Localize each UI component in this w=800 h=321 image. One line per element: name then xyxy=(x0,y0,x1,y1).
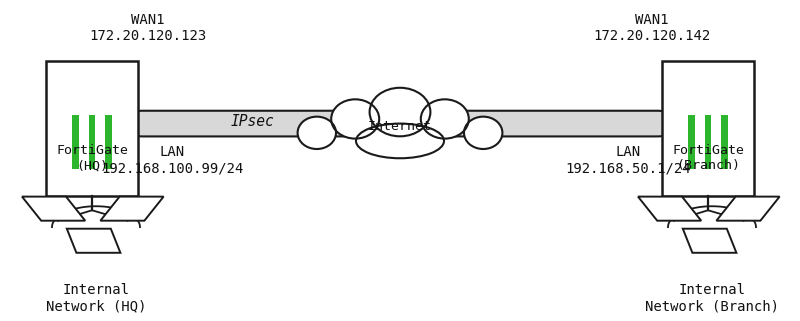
Polygon shape xyxy=(67,229,121,253)
Polygon shape xyxy=(683,229,736,253)
Ellipse shape xyxy=(298,117,336,149)
Polygon shape xyxy=(638,196,701,221)
Ellipse shape xyxy=(331,99,379,139)
Ellipse shape xyxy=(370,88,430,136)
Text: WAN1
172.20.120.142: WAN1 172.20.120.142 xyxy=(594,13,710,43)
Polygon shape xyxy=(22,196,86,221)
FancyBboxPatch shape xyxy=(46,61,138,196)
Polygon shape xyxy=(717,196,779,221)
Text: Internal
Network (HQ): Internal Network (HQ) xyxy=(46,283,146,314)
Ellipse shape xyxy=(356,124,444,158)
FancyBboxPatch shape xyxy=(662,61,754,196)
FancyBboxPatch shape xyxy=(133,111,667,136)
Text: Internet: Internet xyxy=(368,120,432,133)
FancyBboxPatch shape xyxy=(72,115,79,169)
Polygon shape xyxy=(101,196,164,221)
FancyBboxPatch shape xyxy=(89,115,95,169)
FancyBboxPatch shape xyxy=(105,115,112,169)
Ellipse shape xyxy=(464,117,502,149)
Text: LAN
192.168.100.99/24: LAN 192.168.100.99/24 xyxy=(101,145,243,176)
FancyBboxPatch shape xyxy=(705,115,711,169)
Text: Internal
Network (Branch): Internal Network (Branch) xyxy=(645,283,779,314)
FancyBboxPatch shape xyxy=(688,115,695,169)
Text: IPsec: IPsec xyxy=(230,115,274,129)
Text: FortiGate
(Branch): FortiGate (Branch) xyxy=(672,144,744,172)
Ellipse shape xyxy=(421,99,469,139)
FancyBboxPatch shape xyxy=(721,115,728,169)
Text: WAN1
172.20.120.123: WAN1 172.20.120.123 xyxy=(90,13,206,43)
Text: LAN
192.168.50.1/24: LAN 192.168.50.1/24 xyxy=(565,145,691,176)
Text: FortiGate
(HQ): FortiGate (HQ) xyxy=(56,144,128,172)
